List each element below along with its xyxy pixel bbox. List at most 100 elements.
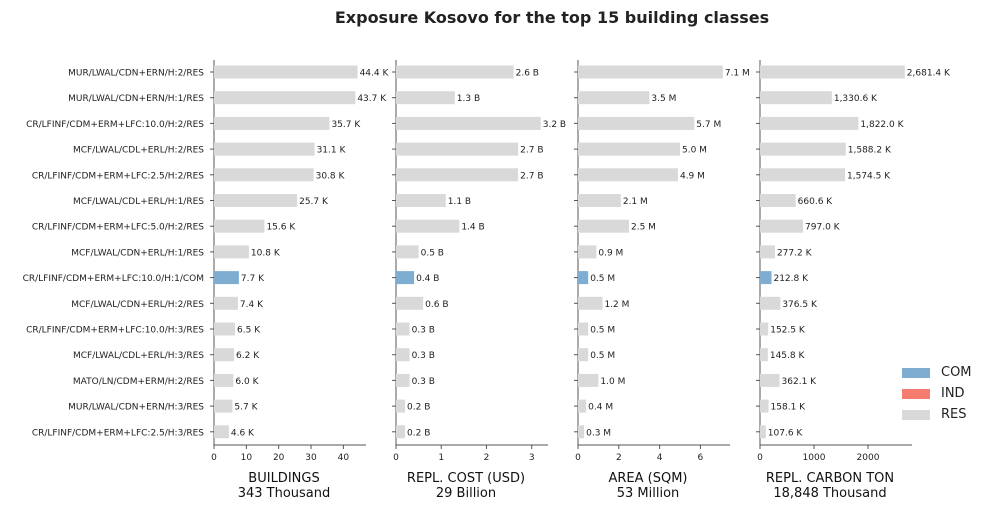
bar	[214, 194, 298, 207]
x-axis-title: REPL. COST (USD)	[407, 471, 525, 486]
bar-value-label: 212.8 K	[773, 274, 809, 284]
bar	[396, 91, 455, 105]
bar	[214, 322, 236, 336]
bar-value-label: 43.7 K	[357, 94, 387, 104]
bar-value-label: 0.3 B	[412, 377, 435, 387]
bar-value-label: 145.8 K	[770, 351, 806, 361]
bar	[578, 271, 589, 285]
bar	[760, 219, 804, 233]
bar-value-label: 7.4 K	[240, 300, 264, 310]
bar	[760, 194, 796, 207]
legend-label-res: RES	[941, 407, 967, 422]
bar-value-label: 0.2 B	[407, 428, 430, 438]
bar	[214, 425, 229, 439]
bar	[578, 168, 678, 182]
x-axis-total: 29 Billion	[436, 486, 496, 501]
bar	[578, 116, 695, 130]
category-label: MCF/LWAL/CDL+ERL/H:2/RES	[73, 146, 204, 156]
bar-value-label: 44.4 K	[360, 69, 390, 79]
bar	[578, 142, 681, 156]
bar-value-label: 2.7 B	[520, 146, 543, 156]
bar-value-label: 2,681.4 K	[907, 69, 951, 79]
category-label: MCF/LWAL/CDN+ERL/H:1/RES	[71, 248, 204, 258]
bar	[760, 142, 846, 156]
legend: COM IND RES	[902, 362, 972, 425]
category-label: CR/LFINF/CDM+ERM+LFC:2.5/H:2/RES	[32, 171, 204, 181]
bar	[760, 373, 780, 387]
legend-swatch-res	[902, 409, 930, 420]
x-tick-label: 40	[338, 453, 350, 463]
bar-value-label: 1.4 B	[461, 223, 484, 233]
bar-value-label: 0.3 B	[412, 326, 435, 336]
bar	[214, 348, 235, 362]
bar	[760, 348, 768, 362]
bar	[578, 373, 599, 387]
bar	[396, 348, 410, 362]
bar-value-label: 1,574.5 K	[847, 171, 891, 181]
bar-value-label: 362.1 K	[782, 377, 818, 387]
bar-value-label: 6.5 K	[237, 326, 261, 336]
x-tick-label: 0	[211, 453, 217, 463]
bar-value-label: 2.1 M	[623, 197, 648, 207]
bar-value-label: 31.1 K	[317, 146, 347, 156]
bar-value-label: 0.2 B	[407, 403, 430, 413]
bar	[578, 296, 603, 310]
bar	[760, 271, 772, 285]
x-axis-total: 343 Thousand	[238, 486, 331, 501]
bar-value-label: 0.5 M	[590, 274, 615, 284]
bar-value-label: 0.3 M	[586, 428, 611, 438]
bar-value-label: 5.7 M	[696, 120, 721, 130]
bar	[214, 245, 249, 259]
bar	[760, 168, 846, 182]
bar-value-label: 0.4 M	[588, 403, 613, 413]
bar	[396, 425, 406, 439]
bar	[760, 116, 859, 130]
bar	[214, 168, 314, 182]
bar	[396, 142, 519, 156]
category-label: CR/LFINF/CDM+ERM+LFC:10.0/H:2/RES	[26, 120, 204, 130]
bar-value-label: 4.9 M	[680, 171, 705, 181]
category-label: MUR/LWAL/CDN+ERN/H:1/RES	[68, 94, 204, 104]
bar-value-label: 1.1 B	[448, 197, 471, 207]
x-tick-label: 0	[575, 453, 581, 463]
x-axis-total: 18,848 Thousand	[773, 486, 886, 501]
bar-value-label: 3.2 B	[543, 120, 566, 130]
x-tick-label: 30	[305, 453, 317, 463]
bar-value-label: 3.5 M	[651, 94, 676, 104]
bar-value-label: 277.2 K	[777, 248, 813, 258]
category-label: MCF/LWAL/CDN+ERL/H:2/RES	[71, 300, 204, 310]
bar	[396, 219, 460, 233]
bar	[578, 399, 587, 413]
legend-item-com: COM	[902, 362, 972, 383]
legend-item-ind: IND	[902, 383, 972, 404]
bar	[214, 65, 358, 79]
bar-value-label: 107.6 K	[768, 428, 804, 438]
bar-value-label: 6.2 K	[236, 351, 260, 361]
bar	[760, 296, 781, 310]
bar-value-label: 152.5 K	[770, 326, 806, 336]
bar	[578, 194, 621, 207]
bar	[396, 245, 419, 259]
bar	[760, 91, 832, 105]
category-label: MATO/LN/CDM+ERM/H:2/RES	[73, 377, 204, 387]
bar	[214, 373, 234, 387]
x-axis-title: BUILDINGS	[248, 471, 319, 486]
bar-value-label: 797.0 K	[805, 223, 841, 233]
bar	[396, 194, 446, 207]
bar	[578, 425, 585, 439]
bar-value-label: 25.7 K	[299, 197, 329, 207]
legend-swatch-ind	[902, 388, 930, 399]
bar	[396, 296, 424, 310]
bar-value-label: 1.2 M	[604, 300, 629, 310]
x-tick-label: 0	[757, 453, 763, 463]
bar-value-label: 10.8 K	[251, 248, 281, 258]
bar	[760, 245, 775, 259]
bar	[760, 425, 766, 439]
bar-value-label: 660.6 K	[798, 197, 834, 207]
x-tick-label: 4	[657, 453, 663, 463]
x-tick-label: 10	[241, 453, 253, 463]
bar	[214, 142, 315, 156]
bar	[396, 399, 406, 413]
legend-swatch-com	[902, 367, 930, 378]
